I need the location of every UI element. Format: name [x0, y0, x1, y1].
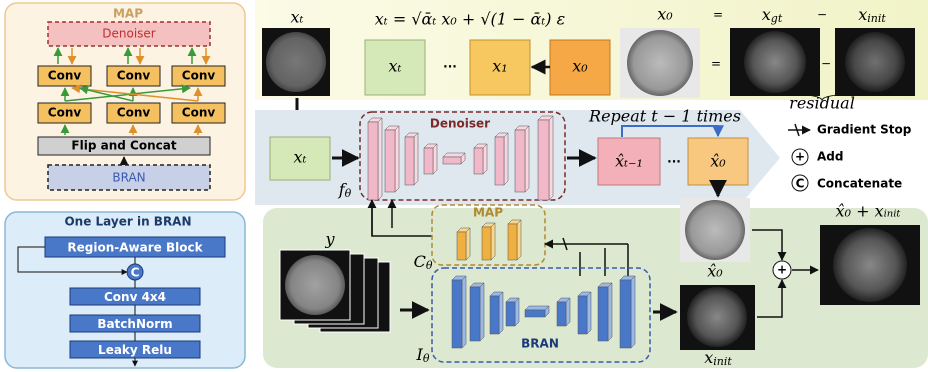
- layer: [405, 137, 414, 185]
- minus: −: [817, 8, 827, 22]
- input-stack: [280, 250, 390, 332]
- block-label: Region-Aware Block: [67, 241, 203, 255]
- layer: [443, 157, 461, 164]
- bran-label: BRAN: [521, 337, 559, 351]
- layer-side: [608, 283, 612, 341]
- xt-image-label: xₜ: [291, 8, 304, 27]
- diagram: MAP Denoiser Conv Conv Conv Conv Conv Conv Fl…: [0, 0, 928, 372]
- layer-side: [414, 133, 418, 185]
- output-label: x̂₀ + xᵢₙᵢₜ: [836, 202, 901, 221]
- layer-side: [433, 144, 437, 174]
- layer-side: [499, 292, 503, 334]
- layer-side: [587, 292, 591, 334]
- equals: =: [713, 8, 723, 22]
- x0hat-brain: [685, 200, 745, 260]
- layer-side: [549, 116, 553, 200]
- flip-concat-label: Flip and Concat: [71, 139, 176, 153]
- y-label: y: [324, 230, 335, 249]
- layer: [557, 302, 566, 326]
- formula: xₜ = √ᾱₜ x₀ + √(1 − ᾱₜ) ε: [375, 10, 565, 29]
- layer: [452, 280, 462, 348]
- layer-side: [462, 276, 466, 348]
- layer: [506, 302, 515, 326]
- layer: [474, 148, 483, 174]
- layer: [525, 310, 545, 317]
- layer-side: [483, 144, 487, 174]
- page: MAP Denoiser Conv Conv Conv Conv Conv Conv Fl…: [0, 0, 928, 372]
- layer: [508, 224, 517, 260]
- conv-label: Conv: [117, 69, 151, 83]
- map-title: MAP: [113, 7, 143, 21]
- conv-label: Conv: [48, 69, 82, 83]
- layer: [495, 137, 504, 185]
- legend-label: Gradient Stop: [817, 123, 912, 137]
- x0hat-label: x̂₀: [707, 262, 723, 281]
- map-title: MAP: [473, 206, 503, 220]
- layer-side: [566, 298, 570, 326]
- legend-label: Add: [817, 150, 843, 164]
- denoiser-label: Denoiser: [430, 117, 490, 131]
- layer: [538, 120, 549, 200]
- layer-side: [525, 126, 529, 192]
- bran-label: BRAN: [112, 171, 145, 185]
- layer-side: [631, 276, 635, 348]
- conv-label: Conv: [117, 106, 151, 120]
- block-label: Leaky Relu: [98, 343, 172, 357]
- conv-label: Conv: [182, 106, 216, 120]
- legend-symbol: +: [795, 150, 805, 164]
- layer-side: [515, 298, 519, 326]
- legend-symbol: C: [796, 177, 805, 191]
- xt-noise: [266, 32, 326, 92]
- layer: [424, 148, 433, 174]
- add-symbol: +: [777, 263, 787, 277]
- xinit-brain: [687, 287, 747, 347]
- layer: [490, 296, 499, 334]
- xinit-brain: [845, 32, 905, 92]
- layer: [368, 122, 378, 200]
- xgt-brain: [744, 31, 806, 93]
- layer: [482, 227, 491, 260]
- concat-symbol: C: [131, 266, 140, 280]
- layer: [578, 296, 587, 334]
- state-label: x̂₀: [710, 152, 726, 171]
- state-label: x₁: [492, 57, 507, 76]
- x0-label: x₀: [657, 5, 673, 24]
- layer: [457, 232, 466, 260]
- bran-layer-title: One Layer in BRAN: [64, 215, 191, 229]
- layer-side: [480, 283, 484, 341]
- denoiser-label: Denoiser: [102, 27, 156, 41]
- block-label: BatchNorm: [97, 317, 172, 331]
- layer-side: [517, 220, 521, 260]
- ellipsis: ···: [667, 155, 681, 169]
- layer: [470, 287, 480, 341]
- conv-label: Conv: [48, 106, 82, 120]
- legend-label: Concatenate: [817, 177, 902, 191]
- brace-label: residual: [789, 94, 855, 113]
- layer: [598, 287, 608, 341]
- layer-side: [395, 126, 399, 192]
- ellipsis: ···: [443, 60, 457, 74]
- layer-side: [378, 118, 382, 200]
- state-label: x₀: [572, 57, 588, 76]
- layer: [620, 280, 631, 348]
- state-label: x̂ₜ₋₁: [615, 152, 643, 171]
- x0-brain: [627, 30, 693, 96]
- state-label: xₜ: [389, 57, 402, 76]
- block-label: Conv 4x4: [104, 290, 166, 304]
- repeat-label: Repeat t − 1 times: [588, 107, 741, 126]
- output-brain: [833, 228, 907, 302]
- minus: −: [821, 57, 831, 71]
- layer: [515, 130, 525, 192]
- layer-side: [491, 223, 495, 260]
- layer-side: [466, 228, 470, 260]
- layer: [385, 130, 395, 192]
- layer-side: [504, 133, 508, 185]
- input-label: xₜ: [294, 148, 307, 167]
- equals: =: [711, 57, 721, 71]
- conv-label: Conv: [182, 69, 216, 83]
